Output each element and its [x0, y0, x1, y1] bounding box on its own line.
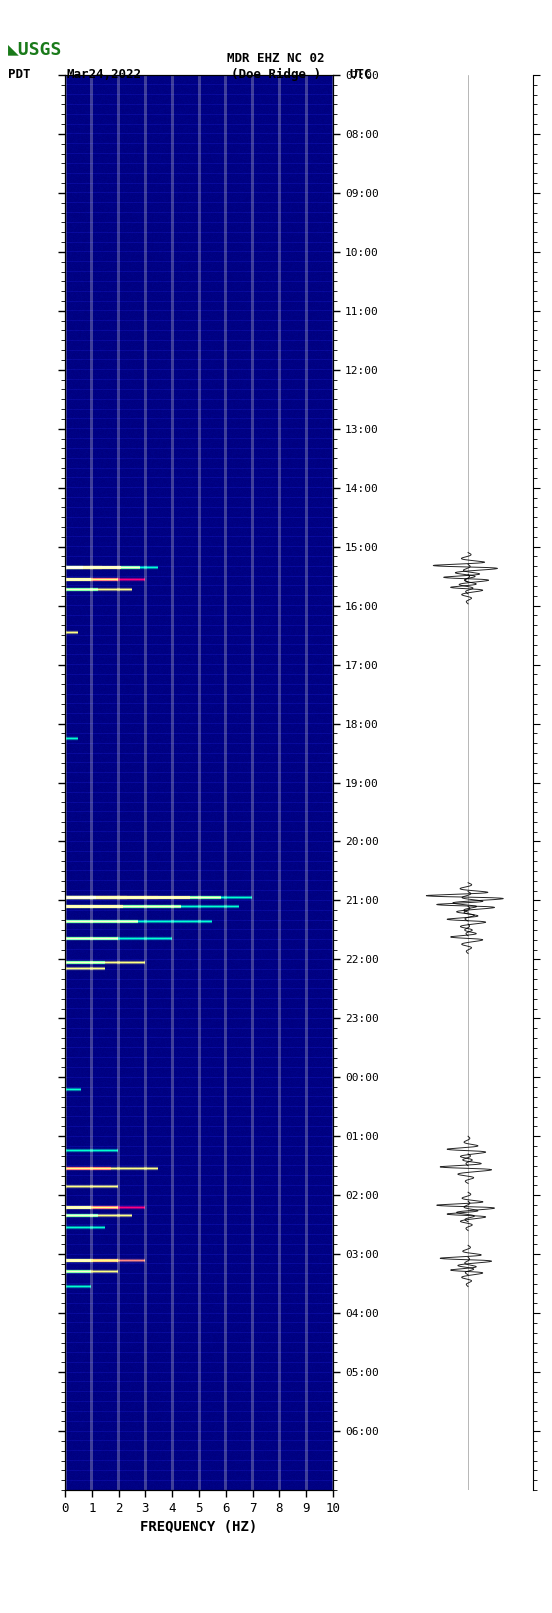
Text: PDT: PDT — [8, 68, 31, 81]
X-axis label: FREQUENCY (HZ): FREQUENCY (HZ) — [140, 1521, 258, 1534]
Text: ◣USGS: ◣USGS — [8, 40, 63, 58]
Text: (Doe Ridge ): (Doe Ridge ) — [231, 68, 321, 81]
Text: Mar24,2022: Mar24,2022 — [66, 68, 141, 81]
Text: UTC: UTC — [349, 68, 372, 81]
Text: MDR EHZ NC 02: MDR EHZ NC 02 — [227, 52, 325, 65]
